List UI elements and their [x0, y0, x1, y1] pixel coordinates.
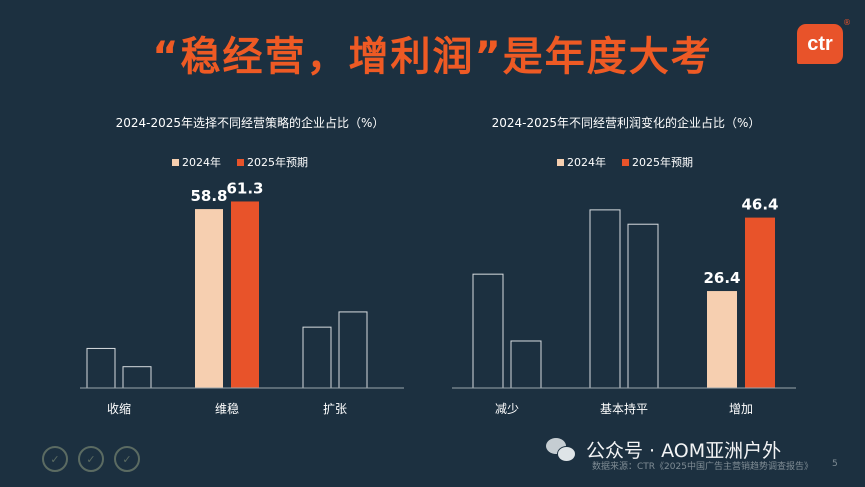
- data-label: 58.8: [190, 187, 227, 205]
- data-label: 26.4: [703, 269, 740, 287]
- legend-swatch-2025: [237, 158, 244, 166]
- legend-swatch-2025: [622, 158, 629, 166]
- legend-item-2024: 2024年: [557, 154, 606, 170]
- bar-2024-2: [302, 326, 332, 389]
- bar-2024-0: [472, 273, 504, 389]
- legend-item-2025: 2025年预期: [237, 154, 308, 170]
- category-label: 扩张: [323, 402, 347, 416]
- bar-2025-2: [338, 311, 368, 389]
- chart-title-strategy: 2024-2025年选择不同经营策略的企业占比（%）: [115, 116, 385, 130]
- watermark: 公众号 · AOM亚洲户外: [546, 436, 781, 463]
- legend-label: 2025年预期: [632, 156, 693, 169]
- legend-label: 2025年预期: [247, 156, 308, 169]
- data-label: 46.4: [741, 196, 778, 214]
- bar-2025-2: [745, 217, 775, 388]
- bar-2025-0: [510, 340, 542, 389]
- chart-title-profit: 2024-2025年不同经营利润变化的企业占比（%）: [491, 116, 761, 130]
- logo-registered-mark: ®: [843, 18, 851, 27]
- wechat-icon: [546, 437, 576, 462]
- category-label: 基本持平: [600, 401, 648, 416]
- bar-2025-0: [122, 366, 152, 389]
- data-label: 61.3: [226, 179, 263, 197]
- bar-2024-2: [707, 291, 737, 388]
- category-label: 收缩: [107, 401, 131, 416]
- watermark-text: 公众号 · AOM亚洲户外: [586, 440, 782, 462]
- legend-swatch-2024: [172, 158, 179, 166]
- legend-label: 2024年: [182, 156, 221, 169]
- legend-strategy: 2024年 2025年预期: [172, 154, 308, 170]
- check-badge-icon: ✓: [114, 446, 140, 472]
- bar-2024-1: [195, 209, 223, 388]
- check-badge-icon: ✓: [78, 446, 104, 472]
- category-label: 减少: [495, 402, 519, 416]
- legend-swatch-2024: [557, 158, 564, 166]
- legend-item-2024: 2024年: [172, 154, 221, 170]
- bar-2025-1: [627, 223, 659, 389]
- slide-title: “稳经营，增利润”是年度大考: [152, 34, 713, 80]
- footer-logos: ✓ ✓ ✓: [42, 446, 140, 472]
- data-source: 数据来源：CTR《2025中国广告主营销趋势调查报告》: [592, 462, 813, 472]
- legend-profit: 2024年 2025年预期: [557, 154, 693, 170]
- legend-item-2025: 2025年预期: [622, 154, 693, 170]
- bar-2024-0: [86, 347, 116, 389]
- category-label: 维稳: [215, 401, 239, 416]
- ctr-logo: ctr: [797, 24, 843, 64]
- bar-2025-1: [231, 201, 259, 388]
- category-label: 增加: [729, 402, 753, 416]
- page-number: 5: [832, 459, 838, 469]
- legend-label: 2024年: [567, 156, 606, 169]
- check-badge-icon: ✓: [42, 446, 68, 472]
- bar-2024-1: [589, 209, 621, 389]
